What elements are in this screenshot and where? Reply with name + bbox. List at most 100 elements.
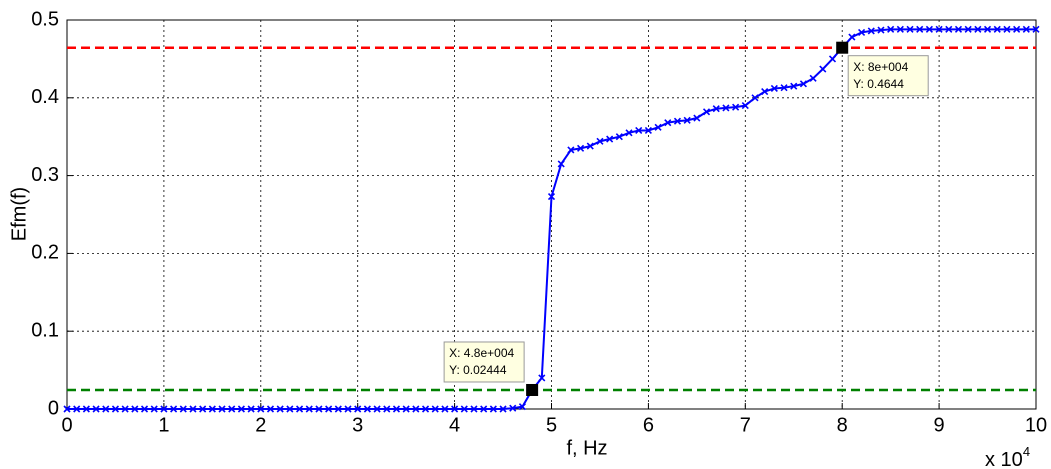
x-multiplier-base: x 10 [985,449,1023,469]
data-marker [325,405,333,413]
data-marker [809,74,817,82]
data-marker [509,404,517,412]
data-marker [615,133,623,141]
data-marker [557,160,565,168]
x-tick-label: 5 [546,414,557,436]
data-marker [635,126,643,135]
data-marker [276,405,284,413]
data-marker [179,405,187,413]
datatip-box [443,341,525,383]
x-tick-label: 9 [934,414,945,436]
data-marker [160,405,168,413]
data-marker [732,103,740,111]
data-marker [799,80,808,88]
data-marker [460,405,468,413]
data-marker [199,405,207,413]
data-marker [673,117,682,125]
data-marker [974,25,982,33]
data-marker [925,25,933,33]
data-marker [421,405,430,413]
datatip-y: Y: 0.02444 [449,363,507,377]
data-marker [257,405,265,413]
data-marker [218,405,226,413]
data-marker [470,405,478,413]
data-marker [92,405,100,413]
data-marker [770,84,778,93]
data-marker [790,82,798,90]
data-marker [431,405,439,413]
data-marker [954,25,963,33]
x-tick-label: 0 [61,414,72,436]
x-tick-label: 3 [352,414,363,436]
data-marker [499,405,507,413]
data-marker [334,405,342,413]
data-marker [945,25,953,33]
data-marker [964,25,972,33]
data-marker [354,405,362,413]
x-tick-label: 6 [643,414,654,436]
data-marker [189,405,197,413]
data-marker [654,123,662,131]
data-marker [121,405,129,413]
data-marker [1032,25,1040,33]
data-marker [644,126,652,135]
data-marker [315,405,323,413]
data-marker [412,405,420,413]
data-marker [344,405,352,413]
data-marker [896,25,904,33]
data-marker [935,25,943,33]
data-marker [131,405,139,413]
y-tick-label: 0 [48,397,59,419]
data-marker [538,374,546,382]
datatip: X: 4.8e+004 Y: 0.02444 [443,341,525,383]
data-marker [518,403,526,411]
x-tick-label: 4 [449,414,460,436]
data-marker [887,25,895,33]
data-marker [111,405,120,413]
data-marker [295,405,304,413]
data-marker [567,146,575,154]
y-tick-label: 0.5 [31,8,59,30]
data-marker [819,65,827,73]
data-marker [102,405,110,413]
x-axis-label: f, Hz [566,437,607,459]
data-marker [150,405,158,413]
data-marker [170,405,178,413]
data-marker [702,108,711,116]
data-marker [383,405,391,413]
data-marker [867,27,875,35]
data-marker [712,105,720,113]
data-marker [402,405,410,413]
data-marker [247,405,255,413]
data-marker [780,84,788,92]
data-marker [480,405,488,413]
data-marker [586,142,594,150]
data-marker [451,405,459,413]
data-marker [208,405,216,413]
data-marker [664,119,672,127]
datatip: X: 8e+004 Y: 0.4644 [847,55,929,97]
data-marker [916,25,924,33]
data-marker [1022,25,1030,33]
data-marker [693,114,701,122]
data-marker [858,28,866,37]
data-marker [906,25,914,33]
data-marker [441,405,449,413]
data-marker [392,405,401,413]
plot-frame [66,19,1037,410]
x-tick-label: 7 [740,414,751,436]
y-tick-label: 0.3 [31,164,59,186]
datatip-marker [836,41,849,54]
y-tick-label: 0.2 [31,242,59,264]
x-tick-label: 8 [837,414,848,436]
x-tick-label: 1 [158,414,169,436]
data-marker [363,405,371,413]
data-marker [741,102,749,110]
data-marker [82,405,90,413]
data-marker [577,144,585,152]
data-marker [606,135,614,143]
datatip-box [847,55,929,97]
data-marker [237,405,245,413]
data-marker [722,104,730,112]
data-marker [751,94,759,102]
